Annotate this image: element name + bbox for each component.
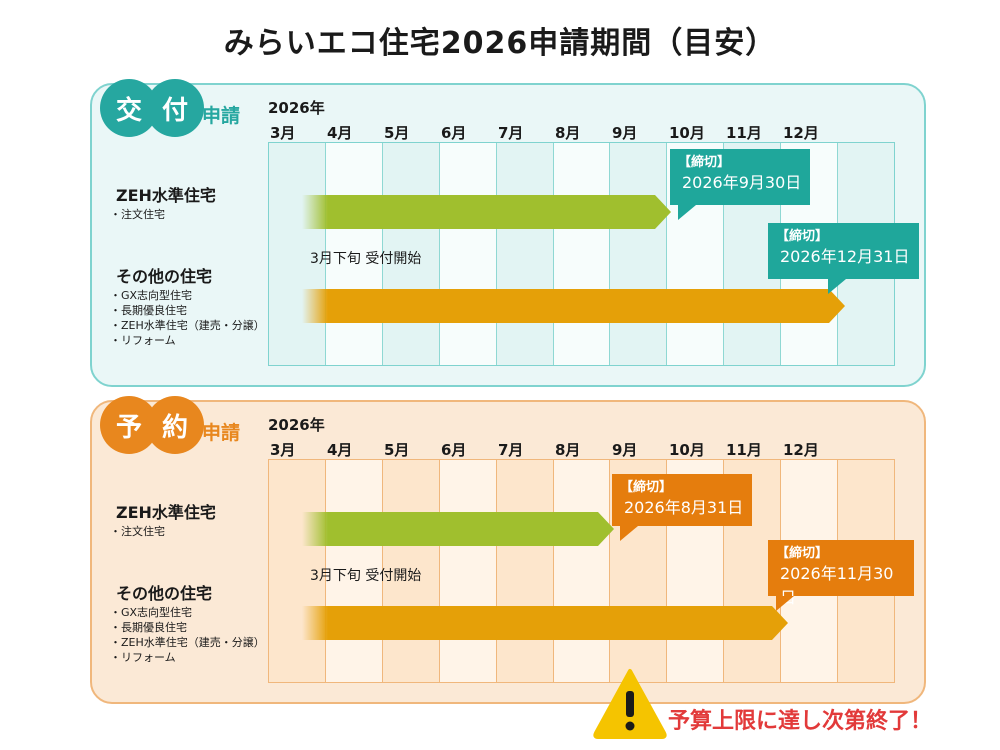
kofu-panel: 交 付 申請 2026年 3月 4月 5月 6月 7月 8月 9月 10月 11… [90,79,926,387]
kofu-other-sub: ・GX志向型住宅 ・長期優良住宅 ・ZEH水準住宅（建売・分譲） ・リフォーム [110,288,265,348]
kofu-zeh-sub: ・注文住宅 [110,207,165,222]
kofu-month-3: 3月 [270,124,296,142]
kofu-other-label: その他の住宅 [116,267,213,286]
kofu-other-sub-item: ・リフォーム [110,334,176,347]
yoyaku-zeh-period-bar [302,512,614,546]
yoyaku-zeh-deadline-tag: 【締切】 [620,480,673,495]
yoyaku-other-period-bar [302,606,788,640]
kofu-month-7: 7月 [498,124,524,142]
kofu-month-8: 8月 [555,124,581,142]
yoyaku-badge-char-1: 予 [100,396,158,454]
kofu-zeh-deadline-date: 2026年9月30日 [682,173,802,192]
yoyaku-month-6: 6月 [441,441,467,459]
kofu-month-6: 6月 [441,124,467,142]
kofu-other-deadline-callout: 【締切】 2026年12月31日 [768,223,919,294]
yoyaku-start-text: 3月下旬 受付開始 [310,568,422,584]
yoyaku-other-sub: ・GX志向型住宅 ・長期優良住宅 ・ZEH水準住宅（建売・分譲） ・リフォーム [110,605,265,665]
kofu-month-9: 9月 [612,124,638,142]
yoyaku-month-3: 3月 [270,441,296,459]
yoyaku-month-header: 3月 4月 5月 6月 7月 8月 9月 10月 11月 12月 [270,439,897,459]
kofu-other-period-bar [302,289,845,323]
yoyaku-year: 2026年 [268,416,325,434]
yoyaku-other-deadline-tag: 【締切】 [776,546,829,561]
yoyaku-zeh-sub-item: ・注文住宅 [110,525,165,538]
yoyaku-other-label: その他の住宅 [116,584,213,603]
yoyaku-month-8: 8月 [555,441,581,459]
yoyaku-zeh-deadline-date: 2026年8月31日 [624,498,744,517]
yoyaku-month-9: 9月 [612,441,638,459]
kofu-zeh-period-bar [302,195,671,229]
kofu-other-sub-item: ・ZEH水準住宅（建売・分譲） [110,319,265,332]
kofu-month-header: 3月 4月 5月 6月 7月 8月 9月 10月 11月 12月 [270,122,897,142]
kofu-other-deadline-tag: 【締切】 [776,229,829,244]
kofu-month-4: 4月 [327,124,353,142]
yoyaku-other-deadline-callout: 【締切】 2026年11月30日 [768,540,914,611]
warning-triangle-icon [593,669,667,739]
kofu-zeh-label: ZEH水準住宅 [116,186,216,205]
yoyaku-badge-suffix: 申請 [202,422,241,444]
kofu-badge-char-2: 付 [146,79,204,137]
kofu-month-12: 12月 [783,124,819,142]
yoyaku-other-sub-item: ・ZEH水準住宅（建売・分譲） [110,636,265,649]
kofu-other-sub-item: ・長期優良住宅 [110,304,187,317]
yoyaku-month-5: 5月 [384,441,410,459]
kofu-start-text: 3月下旬 受付開始 [310,251,422,267]
yoyaku-panel: 予 約 申請 2026年 3月 4月 5月 6月 7月 8月 9月 10月 11… [90,396,926,704]
page-title: みらいエコ住宅2026申請期間（目安） [223,26,777,61]
kofu-month-10: 10月 [669,124,705,142]
yoyaku-other-sub-item: ・リフォーム [110,651,176,664]
yoyaku-zeh-label: ZEH水準住宅 [116,503,216,522]
yoyaku-zeh-sub: ・注文住宅 [110,524,165,539]
kofu-other-deadline-date: 2026年12月31日 [780,247,910,266]
kofu-zeh-sub-item: ・注文住宅 [110,208,165,221]
yoyaku-month-10: 10月 [669,441,705,459]
yoyaku-month-11: 11月 [726,441,762,459]
yoyaku-other-sub-item: ・長期優良住宅 [110,621,187,634]
yoyaku-month-4: 4月 [327,441,353,459]
kofu-zeh-deadline-tag: 【締切】 [678,155,731,170]
kofu-other-sub-item: ・GX志向型住宅 [110,289,193,302]
kofu-month-5: 5月 [384,124,410,142]
yoyaku-badge-char-2: 約 [146,396,204,454]
yoyaku-month-7: 7月 [498,441,524,459]
yoyaku-other-deadline-date: 2026年11月30日 [780,564,894,607]
kofu-zeh-deadline-callout: 【締切】 2026年9月30日 [670,149,810,220]
yoyaku-zeh-deadline-callout: 【締切】 2026年8月31日 [612,474,752,541]
yoyaku-month-12: 12月 [783,441,819,459]
budget-warning-text: 予算上限に達し次第終了！ [668,709,933,734]
kofu-month-11: 11月 [726,124,762,142]
yoyaku-other-sub-item: ・GX志向型住宅 [110,606,193,619]
kofu-badge-suffix: 申請 [202,105,241,127]
kofu-year: 2026年 [268,99,325,117]
